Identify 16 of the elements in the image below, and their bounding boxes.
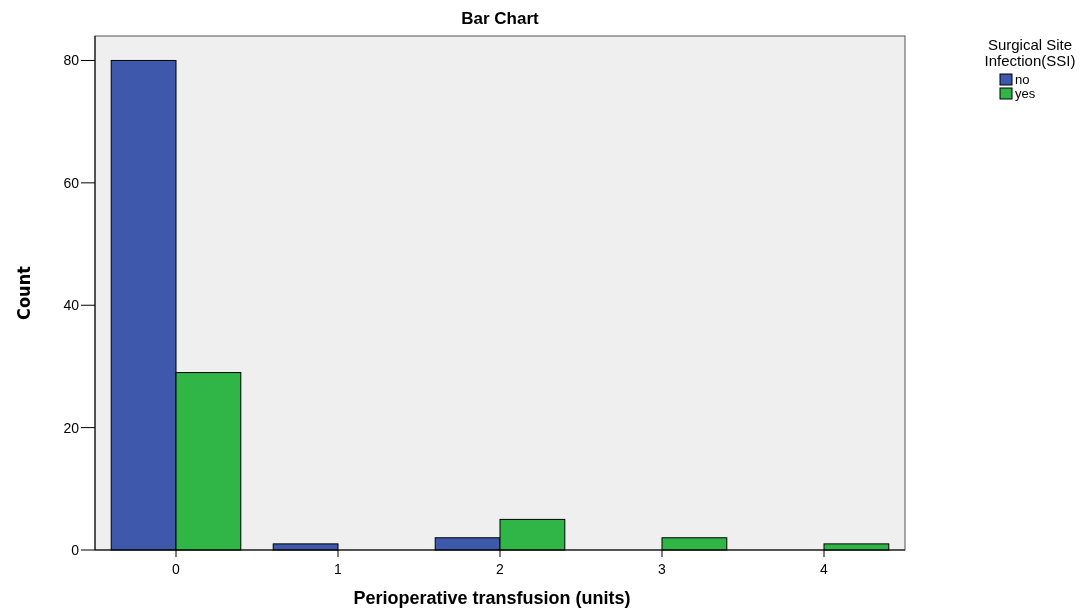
y-tick-label: 20 — [63, 419, 80, 436]
x-tick-label: 2 — [496, 561, 505, 577]
chart-title: Bar Chart — [461, 9, 540, 28]
x-tick-label: 4 — [820, 561, 829, 577]
x-tick-label: 3 — [658, 561, 667, 577]
y-tick-label: 60 — [63, 174, 80, 191]
x-tick-label: 0 — [172, 561, 181, 577]
y-axis-title: Count — [13, 265, 34, 320]
legend-label: no — [1015, 72, 1030, 87]
x-axis-title: Perioperative transfusion (units) — [353, 588, 631, 608]
y-tick-label: 40 — [63, 297, 80, 314]
legend-label: yes — [1015, 86, 1036, 101]
y-tick-label: 80 — [63, 52, 80, 69]
legend-title: Surgical Site Infection(SSI) — [984, 36, 1076, 69]
y-tick-label: 0 — [71, 542, 80, 558]
x-tick-label: 1 — [334, 561, 343, 577]
